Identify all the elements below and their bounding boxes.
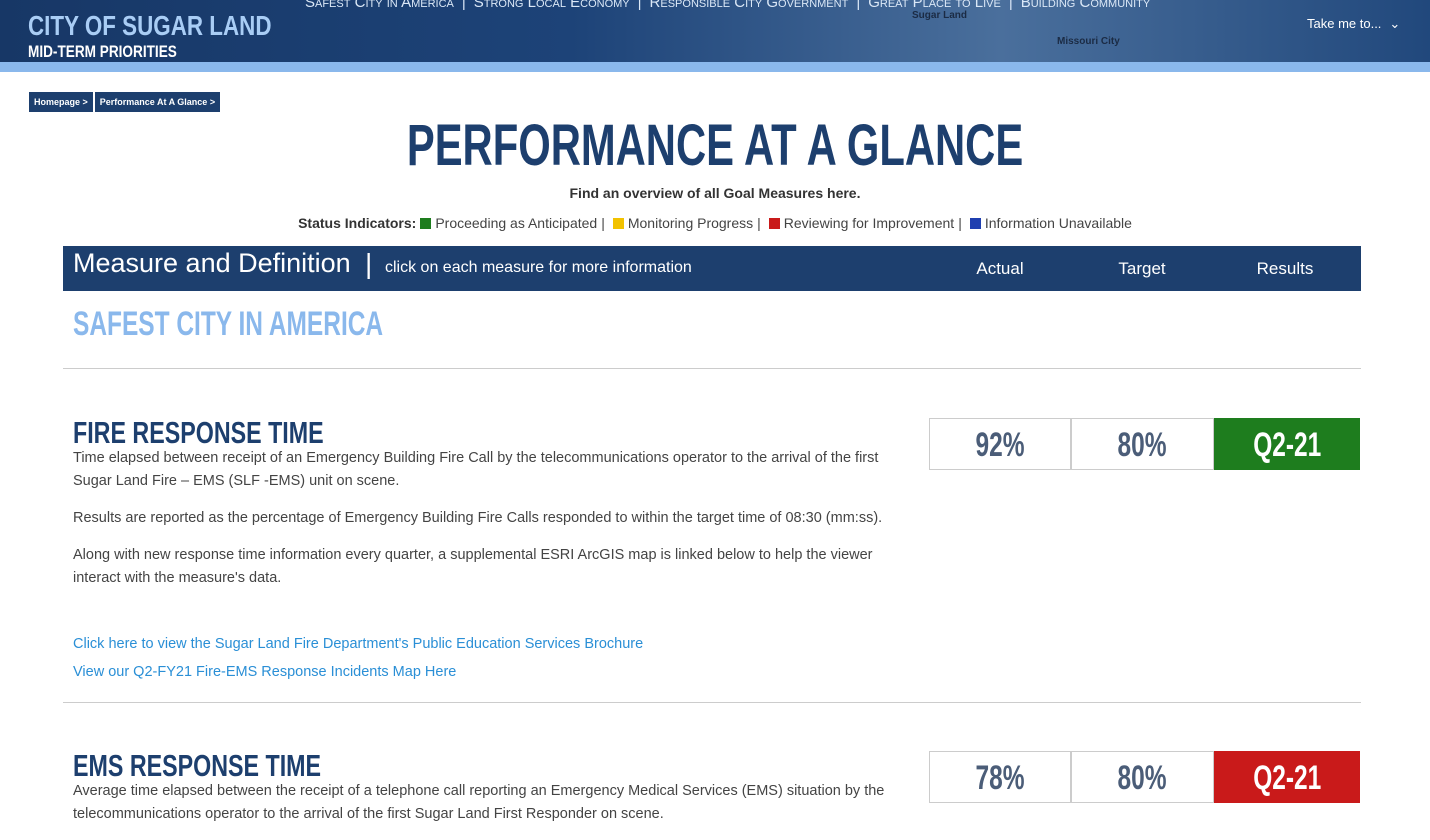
actual-value: 78% <box>975 759 1025 797</box>
separator: | <box>958 215 962 231</box>
result-value: Q2-21 <box>1252 426 1322 464</box>
actual-cell: 78% <box>929 751 1071 803</box>
target-value: 80% <box>1117 759 1168 797</box>
measure-text: Time elapsed between receipt of an Emerg… <box>73 447 903 686</box>
nav-link[interactable]: Great Place to Live <box>848 0 1001 11</box>
intro: Find an overview of all Goal Measures he… <box>569 185 861 201</box>
status-text: Monitoring Progress <box>627 215 754 231</box>
measure-text: Average time elapsed between the receipt… <box>73 780 903 840</box>
map-label: Missouri City <box>1057 36 1120 47</box>
nav-link[interactable]: Building Community <box>1001 0 1151 11</box>
measure-title[interactable]: EMS RESPONSE TIME <box>73 748 322 783</box>
column-heading: Target <box>1118 259 1166 278</box>
breadcrumb: Homepage > Performance At A Glance > <box>29 92 221 112</box>
measure-heading: Measure and Definition <box>73 248 351 278</box>
nav-link[interactable]: Strong Local Economy <box>454 0 630 11</box>
table-header: Measure and Definition | click on each m… <box>63 246 1361 291</box>
paragraph: Time elapsed between receipt of an Emerg… <box>73 450 879 489</box>
status-swatch <box>768 218 780 229</box>
status-swatch <box>420 218 432 229</box>
menu-dropdown[interactable]: Take me to... <box>1307 16 1400 32</box>
status-indicators: Status Indicators: Proceeding as Anticipa… <box>0 215 1430 231</box>
result-cell: Q2-21 <box>1214 751 1360 803</box>
nav-link[interactable]: Responsible City Government <box>630 0 849 11</box>
nav-link[interactable]: Safest City in America <box>305 0 454 11</box>
divider: | <box>365 248 373 279</box>
nav: Safest City in AmericaStrong Local Econo… <box>305 0 1150 11</box>
map-label: Sugar Land <box>912 10 968 21</box>
page-title: PERFORMANCE AT A GLANCE <box>0 112 1430 179</box>
divider <box>63 702 1361 703</box>
measure-title[interactable]: FIRE RESPONSE TIME <box>73 415 324 450</box>
page: CITY OF SUGAR LAND MID-TERM PRIORITIES S… <box>0 0 1430 818</box>
result-cell: Q2-21 <box>1214 418 1360 470</box>
link[interactable]: Click here to view the Sugar Land Fire D… <box>73 636 644 652</box>
paragraph: Along with new response time information… <box>73 547 873 586</box>
separator: | <box>601 215 605 231</box>
logo-subtitle[interactable]: MID-TERM PRIORITIES <box>28 42 177 61</box>
page-title-text: PERFORMANCE AT A GLANCE <box>406 113 1024 178</box>
paragraph: Results are reported as the percentage o… <box>73 510 883 526</box>
result-value: Q2-21 <box>1252 759 1322 797</box>
divider <box>63 368 1361 369</box>
target-value: 80% <box>1117 426 1168 464</box>
section-title: SAFEST CITY IN AMERICA <box>73 305 384 343</box>
measure-hint: click on each measure for more informati… <box>385 259 692 276</box>
status-label: Status Indicators: <box>298 215 417 231</box>
status-text: Information Unavailable <box>984 215 1132 231</box>
header: CITY OF SUGAR LAND MID-TERM PRIORITIES S… <box>0 0 1430 62</box>
status-swatch <box>612 218 624 229</box>
actual-value: 92% <box>975 426 1025 464</box>
column-heading: Actual <box>976 259 1024 278</box>
breadcrumb-link[interactable]: Homepage > <box>29 92 93 112</box>
link[interactable]: View our Q2-FY21 Fire-EMS Response Incid… <box>73 664 457 680</box>
header-strip <box>0 62 1430 72</box>
status-text: Proceeding as Anticipated <box>435 215 598 231</box>
target-cell: 80% <box>1071 751 1214 803</box>
links: Click here to view the Sugar Land Fire D… <box>73 630 903 686</box>
actual-cell: 92% <box>929 418 1071 470</box>
separator: | <box>757 215 761 231</box>
status-text: Reviewing for Improvement <box>783 215 955 231</box>
column-heading: Results <box>1256 259 1314 278</box>
target-cell: 80% <box>1071 418 1214 470</box>
status-swatch <box>969 218 981 229</box>
breadcrumb-link[interactable]: Performance At A Glance > <box>94 92 221 112</box>
logo-title[interactable]: CITY OF SUGAR LAND <box>28 10 272 41</box>
paragraph: Average time elapsed between the receipt… <box>73 783 885 822</box>
